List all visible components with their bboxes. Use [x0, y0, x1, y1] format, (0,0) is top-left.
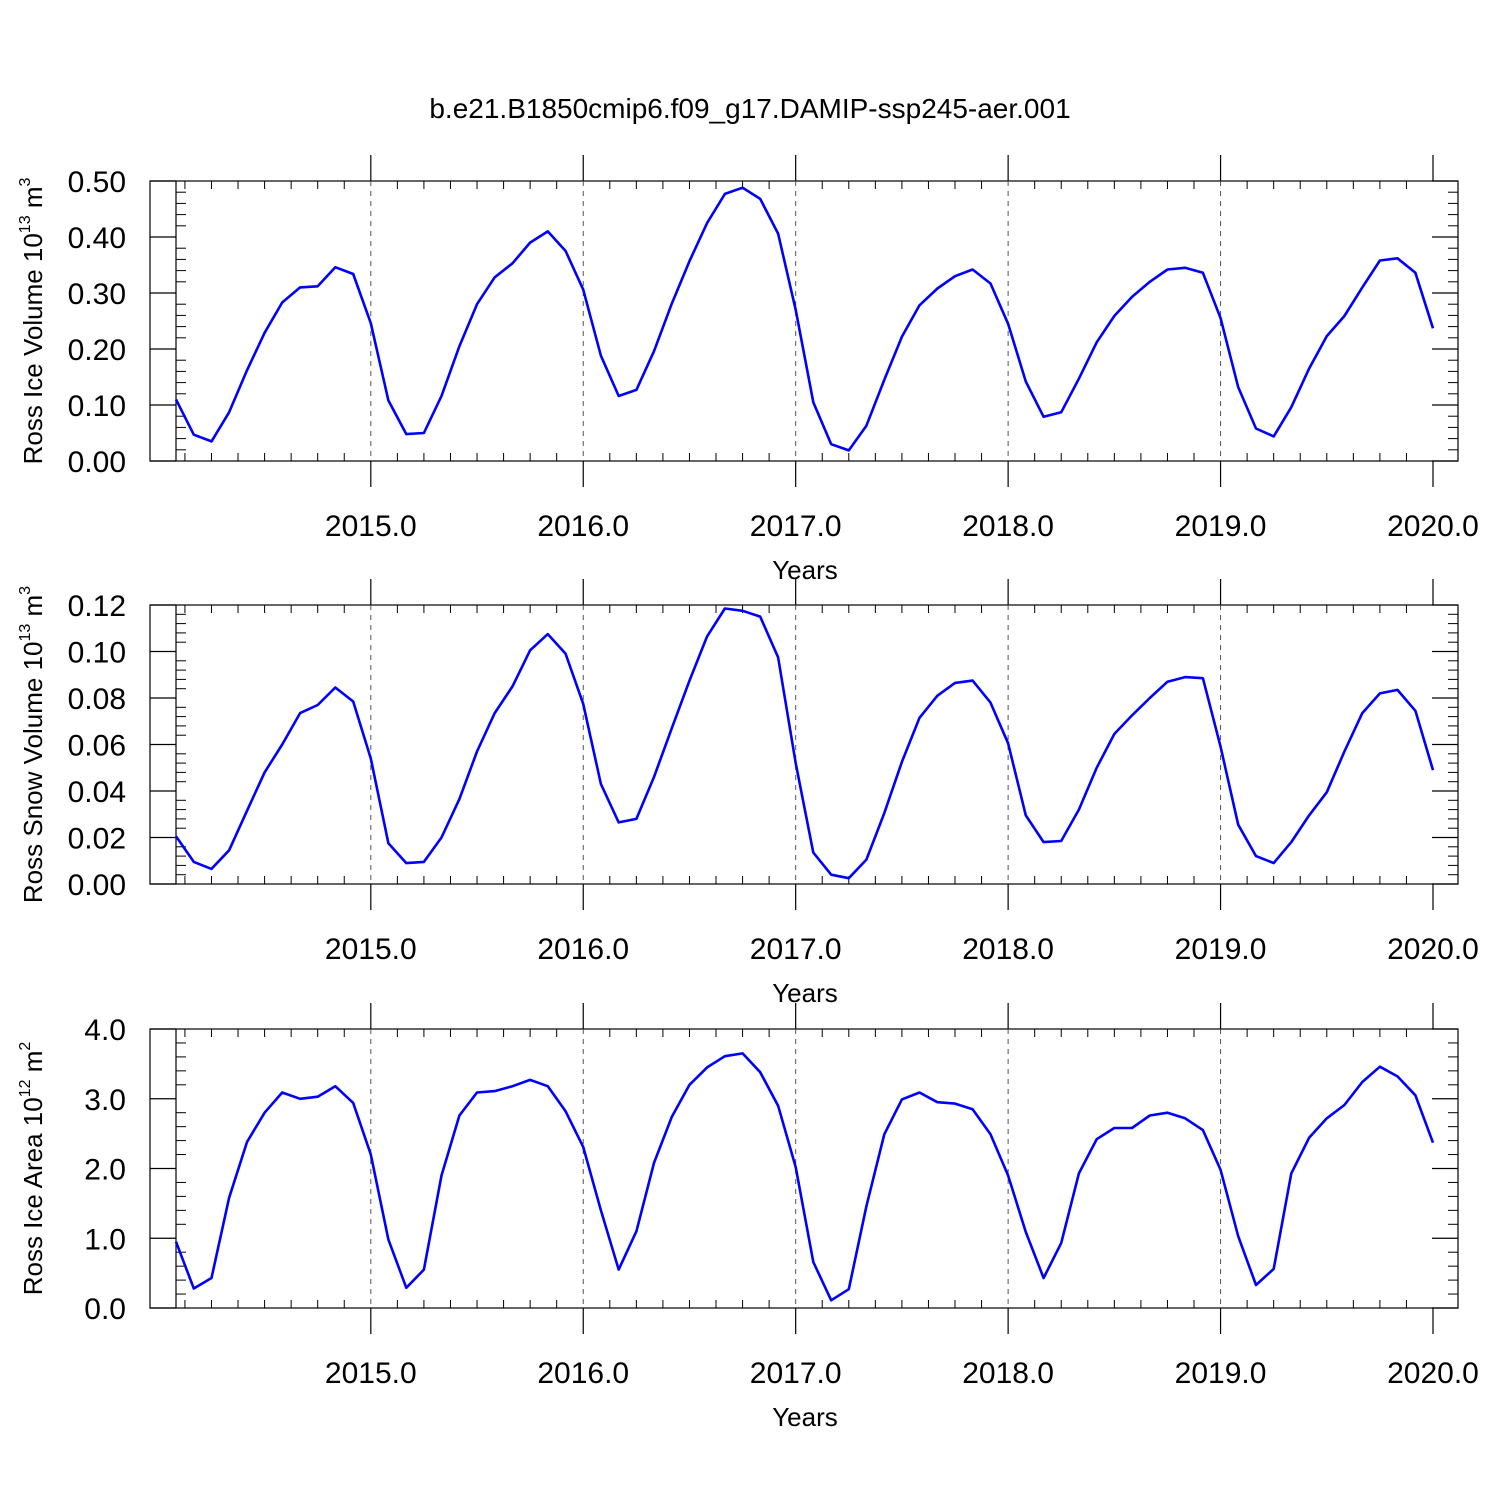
- x-axis-label: Years: [772, 555, 838, 585]
- panel-1: 2015.0 2016.0 2017.0 2018.0 2019.0 2020.0 0.00…: [17, 155, 1479, 585]
- y-axis-label: Ross Ice Volume 1013 m3: [17, 177, 48, 464]
- y-tick-label: 0.04: [68, 776, 126, 809]
- y-tick-label: 0.08: [68, 683, 126, 716]
- chart-title: b.e21.B1850cmip6.f09_g17.DAMIP-ssp245-ae…: [429, 93, 1070, 124]
- series-line: [174, 186, 1435, 452]
- x-tick-label: 2018.0: [962, 933, 1054, 966]
- y-tick-label: 0.00: [68, 446, 126, 479]
- x-tick-label: 2020.0: [1387, 1357, 1479, 1390]
- x-tick-label: 2015.0: [325, 933, 417, 966]
- x-tick-label: 2019.0: [1175, 933, 1267, 966]
- x-tick-label: 2016.0: [537, 933, 629, 966]
- x-tick-label: 2018.0: [962, 510, 1054, 543]
- plot-frame: [149, 180, 1459, 462]
- x-tick-label: 2017.0: [750, 933, 842, 966]
- y-tick-label: 3.0: [84, 1084, 126, 1117]
- x-tick-label: 2016.0: [537, 1357, 629, 1390]
- x-tick-label: 2019.0: [1175, 1357, 1267, 1390]
- y-tick-label: 0.30: [68, 278, 126, 311]
- y-tick-label: 0.0: [84, 1293, 126, 1326]
- x-axis-label: Years: [772, 1402, 838, 1432]
- x-tick-label: 2018.0: [962, 1357, 1054, 1390]
- y-tick-label: 0.02: [68, 823, 126, 856]
- y-axis-label: Ross Snow Volume 1013 m3: [17, 586, 48, 903]
- panels-group: 2015.0 2016.0 2017.0 2018.0 2019.0 2020.00.00…: [17, 155, 1479, 1432]
- y-tick-label: 0.10: [68, 390, 126, 423]
- y-tick-label: 1.0: [84, 1223, 126, 1256]
- x-tick-label: 2015.0: [325, 510, 417, 543]
- y-tick-label: 0.50: [68, 166, 126, 199]
- y-tick-label: 0.40: [68, 222, 126, 255]
- y-axis-label: Ross Ice Area 1012 m2: [17, 1042, 48, 1296]
- panel-3: 2015.0 2016.0 2017.0 2018.0 2019.0 2020.0 0.0 1…: [17, 1003, 1479, 1432]
- y-tick-label: 0.00: [68, 869, 126, 902]
- series-line: [174, 607, 1435, 880]
- series-line: [174, 1052, 1435, 1302]
- x-tick-label: 2017.0: [750, 1357, 842, 1390]
- panel-2: 2015.0 2016.0 2017.0 2018.0 2019.0 2020.0 0.00…: [17, 579, 1479, 1008]
- x-tick-label: 2019.0: [1175, 510, 1267, 543]
- x-tick-label: 2015.0: [325, 1357, 417, 1390]
- x-tick-label: 2020.0: [1387, 933, 1479, 966]
- y-tick-label: 2.0: [84, 1154, 126, 1187]
- x-tick-label: 2017.0: [750, 510, 842, 543]
- y-tick-label: 4.0: [84, 1014, 126, 1047]
- x-tick-label: 2020.0: [1387, 510, 1479, 543]
- x-tick-label: 2016.0: [537, 510, 629, 543]
- x-axis-label: Years: [772, 978, 838, 1008]
- y-tick-label: 0.06: [68, 730, 126, 763]
- y-tick-label: 0.10: [68, 637, 126, 670]
- y-tick-label: 0.20: [68, 334, 126, 367]
- y-tick-label: 0.12: [68, 590, 126, 623]
